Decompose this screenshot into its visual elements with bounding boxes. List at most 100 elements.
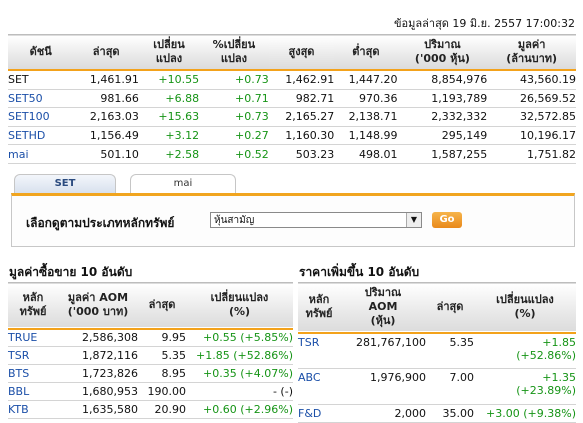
index-cell: +0.73 xyxy=(199,107,269,127)
index-cell: 1,148.99 xyxy=(334,126,398,146)
col-change: เปลี่ยน แปลง xyxy=(153,38,185,65)
col-aom-value: มูลค่า AOM ('000 บาท) xyxy=(67,291,129,319)
col-last: ล่าสุด xyxy=(92,45,120,58)
symbol-link[interactable]: F&D xyxy=(298,404,340,423)
index-cell: 981.66 xyxy=(73,89,139,109)
index-cell: 1,156.49 xyxy=(73,126,139,146)
table-row[interactable]: BBL 1,680,953 190.00- (-) xyxy=(8,382,293,401)
table-cell: 5.35 xyxy=(138,346,186,365)
index-row[interactable]: SET50 981.66 +6.88 +0.71 982.71 970.36 1,193,7… xyxy=(8,89,576,109)
top-gainers-title: ราคาเพิ่มขึ้น 10 อันดับ xyxy=(299,265,420,279)
index-cell: 982.71 xyxy=(268,89,335,109)
col-change: เปลี่ยนแปลง (%) xyxy=(496,293,554,321)
table-cell: 9.95 xyxy=(138,328,186,347)
index-cell: +15.63 xyxy=(138,107,200,127)
index-name-link[interactable]: SET xyxy=(8,70,74,90)
table-cell: 5.35 xyxy=(426,332,474,369)
table-cell: 2,586,308 xyxy=(58,328,138,347)
index-cell: +0.27 xyxy=(199,126,269,146)
index-cell: 2,332,332 xyxy=(397,107,488,127)
change-value: +1.35 xyxy=(542,371,576,384)
market-table-header: ดัชนี ล่าสุด เปลี่ยน แปลง %เปลี่ยน แปลง … xyxy=(8,34,576,70)
go-button[interactable]: Go xyxy=(432,212,462,228)
symbol-link[interactable]: BTS xyxy=(8,364,58,383)
symbol-link[interactable]: TSR xyxy=(8,346,58,365)
security-type-select[interactable]: หุ้นสามัญ ▼ xyxy=(210,212,422,228)
table-row[interactable]: BTS 1,723,826 8.95 +0.35 (+4.07%) xyxy=(8,364,293,383)
col-aom-volume: ปริมาณ AOM (หุ้น) xyxy=(364,286,402,328)
table-cell: 1,976,900 xyxy=(340,368,426,405)
index-row[interactable]: SET 1,461.91 +10.55 +0.73 1,462.91 1,447.20 8,… xyxy=(8,70,576,90)
table-cell: 281,767,100 xyxy=(340,332,426,369)
col-symbol: หลัก ทรัพย์ xyxy=(305,293,333,321)
table-cell: +1.85 (+52.86%) xyxy=(186,346,293,365)
symbol-link[interactable]: BBL xyxy=(8,382,58,401)
security-type-selected: หุ้นสามัญ xyxy=(214,215,255,226)
symbol-link[interactable]: ABC xyxy=(298,368,340,405)
index-cell: 2,163.03 xyxy=(73,107,139,127)
table-cell: 7.00 xyxy=(426,368,474,405)
index-row[interactable]: mai 501.10 +2.58 +0.52 503.23 498.01 1,587,255… xyxy=(8,144,576,164)
table-cell: +0.35 (+4.07%) xyxy=(186,364,293,383)
col-symbol: หลัก ทรัพย์ xyxy=(19,291,47,319)
change-percent: (+52.86%) xyxy=(516,348,576,362)
symbol-link[interactable]: TSR xyxy=(298,332,340,369)
table-row[interactable]: KTB 1,635,580 20.90 +0.60 (+2.96%) xyxy=(8,400,293,419)
table-cell: 1,680,953 xyxy=(58,382,138,401)
top-value-title: มูลค่าซื้อขาย 10 อันดับ xyxy=(9,265,133,279)
table-row[interactable]: TRUE 2,586,308 9.95 +0.55 (+5.85%) xyxy=(8,328,293,347)
col-change: เปลี่ยนแปลง (%) xyxy=(210,291,269,319)
tab-set[interactable]: SET xyxy=(14,174,116,193)
index-cell: +0.52 xyxy=(199,144,269,164)
col-last: ล่าสุด xyxy=(436,300,464,314)
index-cell: +0.71 xyxy=(199,89,269,109)
col-value: มูลค่า (ล้านบาท) xyxy=(506,38,558,65)
symbol-link[interactable]: TRUE xyxy=(8,328,58,347)
table-cell: 1,635,580 xyxy=(58,400,138,419)
index-cell: 32,572.85 xyxy=(487,107,576,127)
col-volume: ปริมาณ ('000 หุ้น) xyxy=(414,38,470,65)
table-cell: 190.00 xyxy=(138,382,186,401)
index-cell: 1,461.91 xyxy=(73,70,139,90)
index-cell: 8,854,976 xyxy=(397,70,488,90)
col-change-pct: %เปลี่ยน แปลง xyxy=(212,38,256,65)
index-cell: 1,751.82 xyxy=(487,144,576,164)
index-cell: +3.12 xyxy=(138,126,200,146)
table-cell: +1.35 (+23.89%) xyxy=(474,368,576,405)
table-cell: 20.90 xyxy=(138,400,186,419)
index-cell: 26,569.52 xyxy=(487,89,576,109)
index-cell: 10,196.17 xyxy=(487,126,576,146)
index-cell: 1,447.20 xyxy=(334,70,398,90)
change-percent: (+23.89%) xyxy=(516,384,576,397)
index-cell: 295,149 xyxy=(397,126,488,146)
index-name-link[interactable]: SET100 xyxy=(8,107,74,127)
change-value: +1.85 xyxy=(542,335,576,349)
last-updated: ข้อมูลล่าสุด 19 มิ.ย. 2557 17:00:32 xyxy=(394,17,575,30)
index-row[interactable]: SET100 2,163.03 +15.63 +0.73 2,165.27 2,138.7… xyxy=(8,107,576,127)
index-cell: +0.73 xyxy=(199,70,269,90)
index-name-link[interactable]: SETHD xyxy=(8,126,74,146)
index-name-link[interactable]: mai xyxy=(8,144,74,164)
index-cell: 503.23 xyxy=(268,144,335,164)
top-value-table: หลัก ทรัพย์ มูลค่า AOM ('000 บาท) ล่าสุด… xyxy=(8,282,293,419)
tab-mai[interactable]: mai xyxy=(130,174,236,193)
table-cell: +0.60 (+2.96%) xyxy=(186,400,293,419)
col-last: ล่าสุด xyxy=(148,298,176,312)
index-name-link[interactable]: SET50 xyxy=(8,89,74,109)
index-row[interactable]: SETHD 1,156.49 +3.12 +0.27 1,160.30 1,148.99 2… xyxy=(8,126,576,146)
index-cell: 1,587,255 xyxy=(397,144,488,164)
index-cell: 1,160.30 xyxy=(268,126,335,146)
index-cell: 2,138.71 xyxy=(334,107,398,127)
index-cell: 1,462.91 xyxy=(268,70,335,90)
market-index-table: ดัชนี ล่าสุด เปลี่ยน แปลง %เปลี่ยน แปลง … xyxy=(8,34,576,164)
table-row[interactable]: TSR 281,767,100 5.35 +1.85 (+52.86%) xyxy=(298,332,576,369)
symbol-link[interactable]: KTB xyxy=(8,400,58,419)
table-row[interactable]: ABC 1,976,900 7.00 +1.35 (+23.89%) xyxy=(298,368,576,405)
col-low: ต่ำสุด xyxy=(352,45,380,58)
col-index: ดัชนี xyxy=(29,45,52,58)
top-gainers-header: หลัก ทรัพย์ ปริมาณ AOM (หุ้น) ล่าสุด เปล… xyxy=(298,282,576,333)
index-cell: +6.88 xyxy=(138,89,200,109)
table-row[interactable]: TSR 1,872,116 5.35 +1.85 (+52.86%) xyxy=(8,346,293,365)
chevron-down-icon[interactable]: ▼ xyxy=(406,213,421,227)
filter-panel: เลือกดูตามประเภทหลักทรัพย์ หุ้นสามัญ ▼ G… xyxy=(11,193,575,247)
